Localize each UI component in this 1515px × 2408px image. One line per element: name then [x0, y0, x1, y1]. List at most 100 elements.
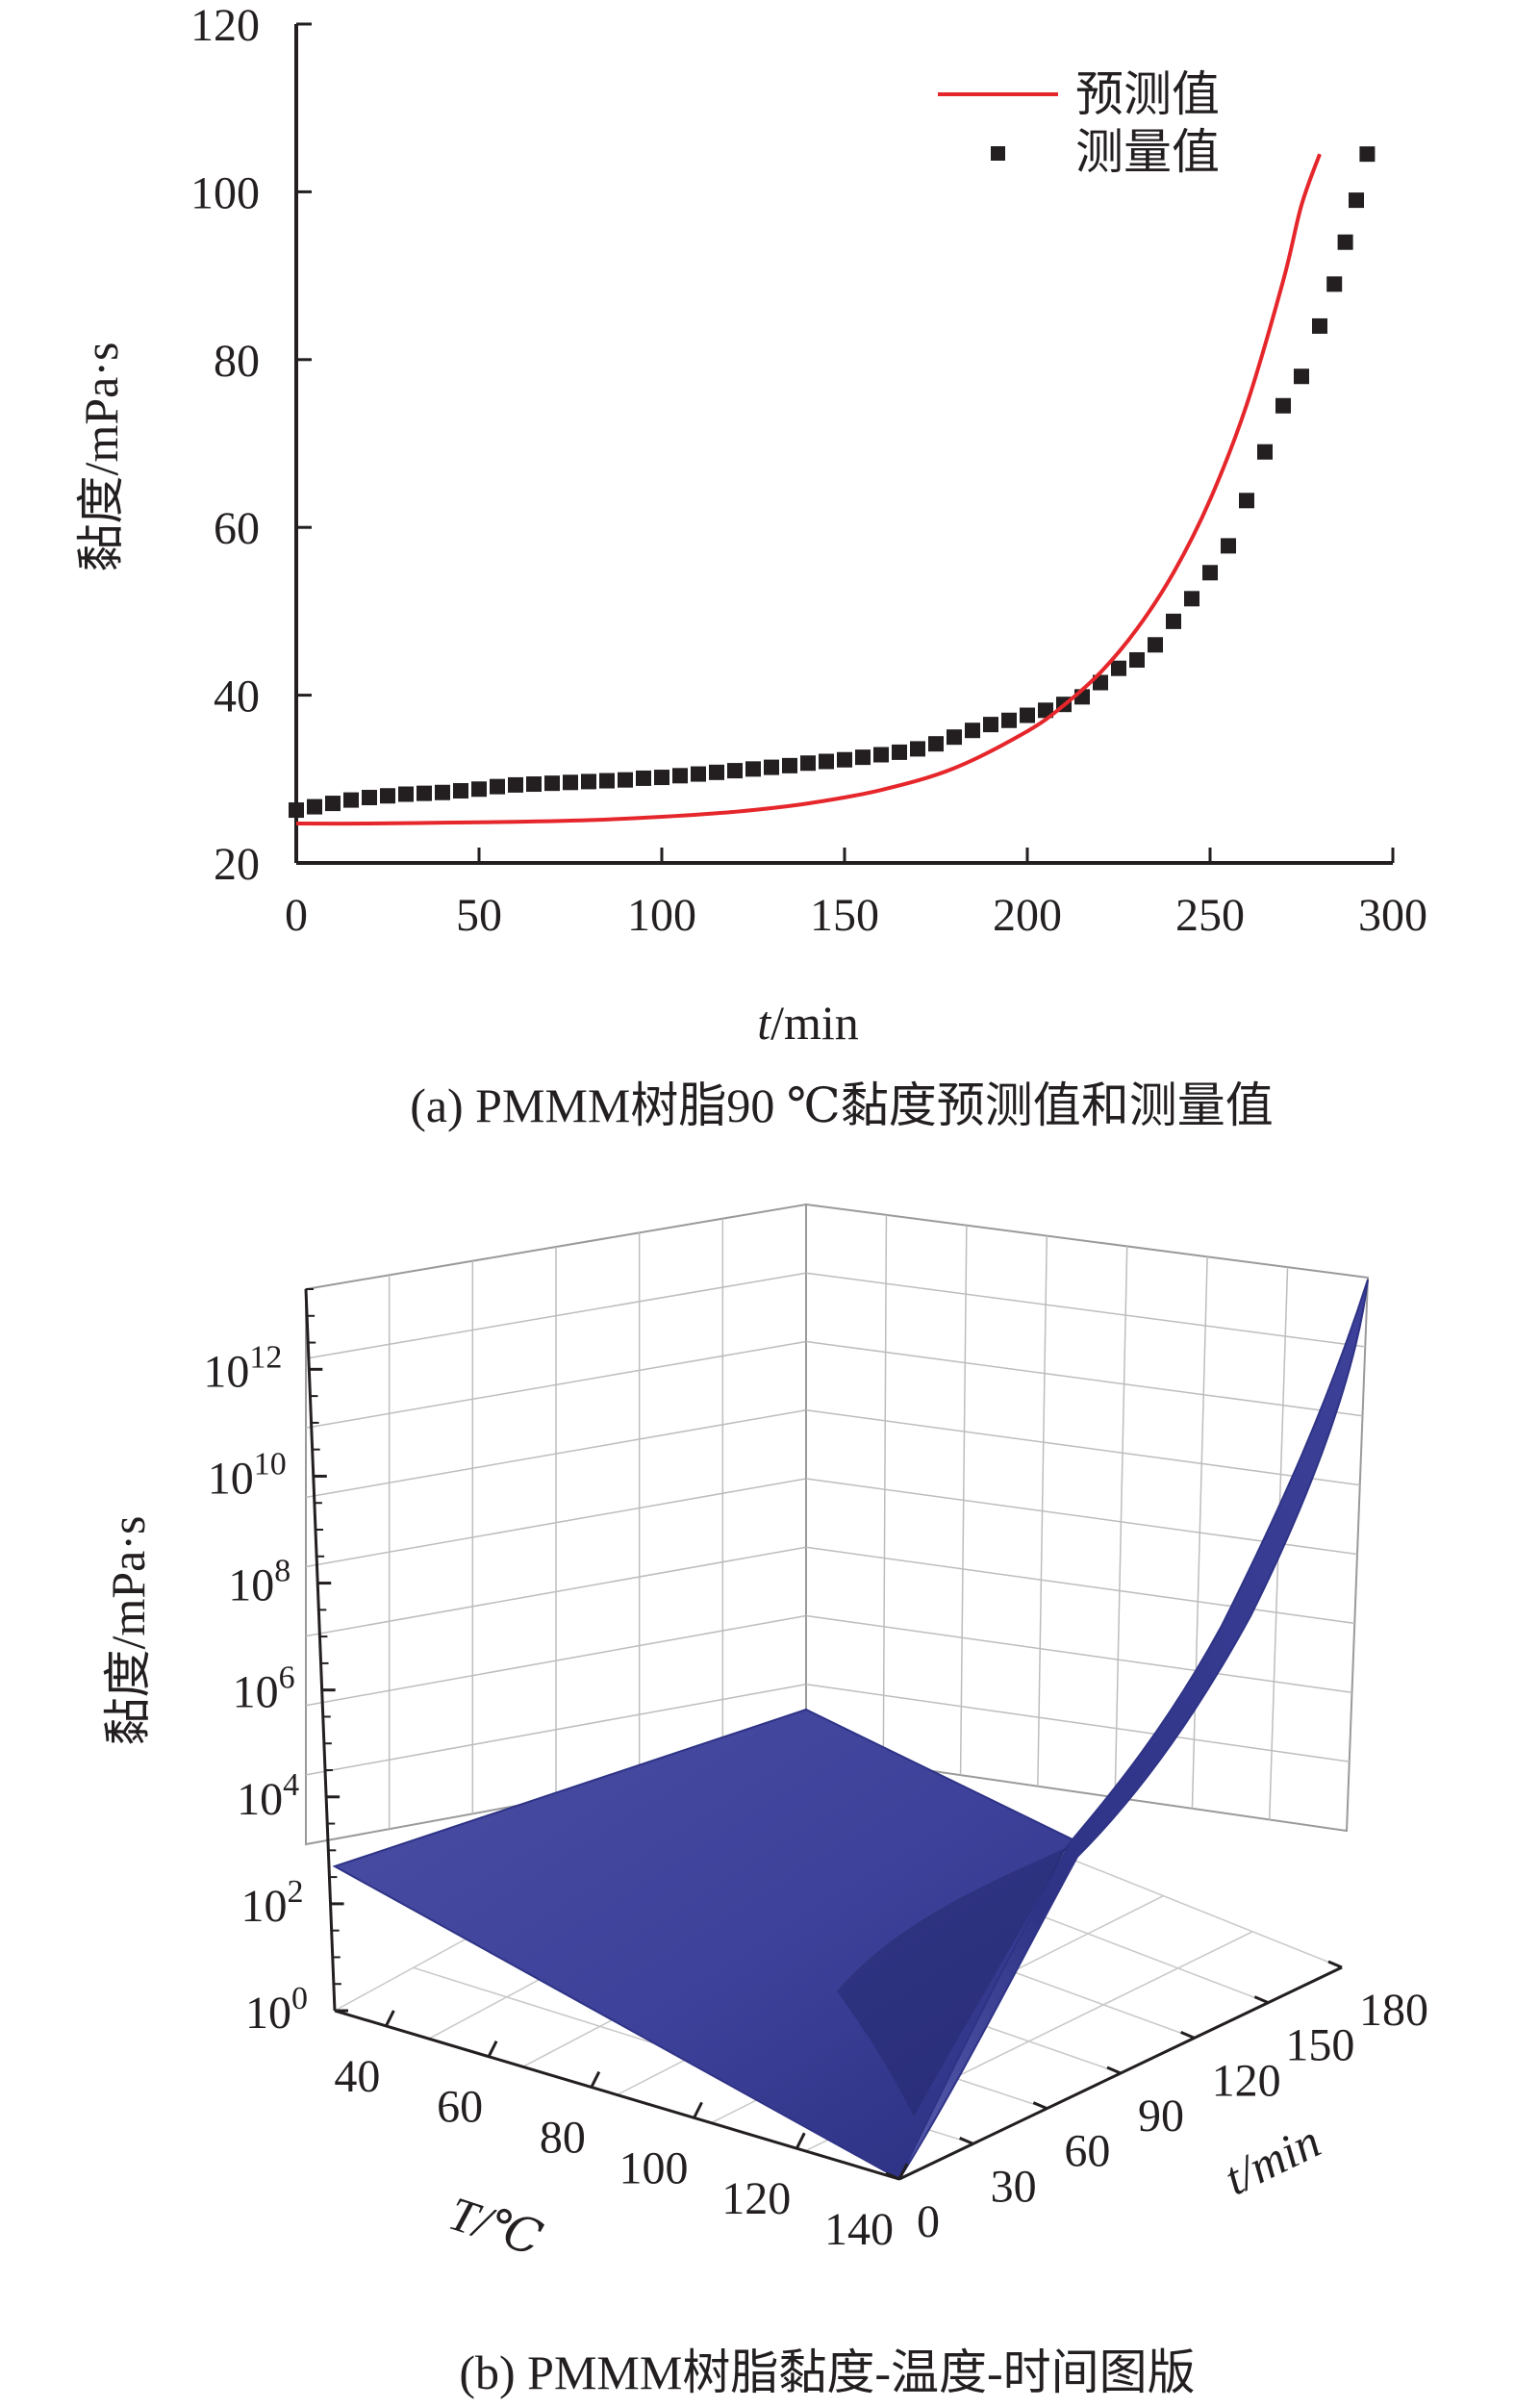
chart-a-legend: 预测值 测量值	[938, 67, 1220, 179]
x-tick-label: 300	[1358, 890, 1427, 941]
y-tick-label: 80	[214, 336, 260, 387]
chart-a-y-axis-label: 黏度/mPa·s	[74, 342, 128, 572]
T-tick-label: 40	[334, 2051, 380, 2102]
measured-point	[581, 773, 596, 790]
chart-b-surface	[332, 1279, 1369, 2181]
T-tick-label: 140	[824, 2204, 894, 2255]
T-tick-label: 80	[540, 2113, 586, 2164]
t-tick-label: 120	[1212, 2055, 1281, 2106]
measured-point	[873, 747, 889, 763]
x-tick-label: 50	[456, 890, 502, 941]
measured-point	[1312, 317, 1327, 334]
side-wall-gridline	[805, 1684, 1350, 1762]
measured-point	[800, 755, 816, 772]
measured-point	[1326, 276, 1343, 292]
chart-b-caption: (b) PMMM树脂黏度-温度-时间图版	[459, 2345, 1195, 2399]
chart-a-predicted-series	[295, 153, 1322, 826]
T-tick	[693, 2101, 703, 2119]
t-tick	[1327, 1960, 1343, 1969]
t-tick-label: 180	[1359, 1985, 1428, 2036]
measured-point	[544, 775, 560, 792]
chart-a-x-axis-label: t/min	[757, 996, 859, 1050]
t-tick	[959, 2136, 974, 2145]
T-tick-label: 100	[619, 2142, 689, 2193]
chart-b-z-axis-label: 黏度/mPa·s	[101, 1516, 155, 1746]
y-tick-label: 120	[190, 0, 260, 51]
t-tick	[1253, 1995, 1269, 2005]
measured-point	[928, 736, 944, 752]
chart-b-back-wall-grid	[305, 1218, 807, 1830]
t-tick-label: 30	[991, 2161, 1037, 2212]
z-axis-line	[304, 1288, 337, 2012]
chart-b-t-axis-label: t/min	[1216, 2114, 1328, 2205]
measured-point	[1239, 493, 1254, 509]
T-tick-label: 60	[437, 2082, 483, 2133]
z-tick-label: 1012	[203, 1339, 282, 1397]
measured-point	[307, 798, 322, 815]
x-tick-label: 200	[993, 890, 1062, 941]
measured-point	[453, 783, 468, 799]
measured-point	[654, 770, 669, 786]
measured-point	[1349, 192, 1364, 209]
measured-point	[526, 776, 542, 793]
t-tick	[885, 2171, 900, 2181]
measured-point	[362, 789, 377, 805]
measured-point	[745, 761, 761, 777]
z-tick-label: 100	[245, 1981, 308, 2039]
measured-point	[563, 774, 578, 791]
side-wall-gridline	[805, 1614, 1352, 1693]
measured-point	[1359, 146, 1376, 163]
T-tick	[487, 2040, 498, 2058]
measured-point	[709, 764, 724, 780]
z-tick-label: 102	[241, 1874, 304, 1932]
chart-a-measured-series	[289, 146, 1376, 819]
measured-point	[782, 757, 797, 773]
measured-point	[1184, 591, 1199, 607]
measured-point	[1166, 613, 1181, 629]
measured-point	[508, 776, 523, 793]
measured-point	[1337, 234, 1353, 250]
t-tick-label: 60	[1064, 2126, 1110, 2177]
measured-point	[855, 749, 871, 766]
chart-b-z-ticks: 100 102 104 106 108 1010 1012	[203, 1288, 348, 2039]
measured-point	[636, 770, 651, 786]
measured-point	[1294, 368, 1309, 385]
T-axis-line	[334, 2009, 900, 2181]
measured-point	[1111, 660, 1126, 676]
measured-point	[1275, 397, 1291, 414]
t-tick-label: 0	[917, 2196, 940, 2247]
y-tick-label: 40	[214, 672, 260, 722]
t-tick	[1032, 2101, 1048, 2111]
side-wall-gridline	[1191, 1256, 1208, 1809]
surface-rising-region	[898, 1279, 1369, 2180]
side-wall-gridline	[882, 1214, 888, 1764]
legend-measured-label: 测量值	[1075, 125, 1220, 179]
side-wall-gridline	[1114, 1246, 1128, 1798]
measured-point	[819, 753, 834, 770]
x-tick-label: 0	[285, 890, 308, 941]
measured-point	[1001, 712, 1017, 728]
chart-b-T-ticks: 40 60 80 100 120 140	[334, 2010, 909, 2255]
legend-measured-swatch	[991, 146, 1005, 161]
measured-point	[1221, 538, 1236, 554]
chart-a-caption: (a) PMMM树脂90 ℃黏度预测值和测量值	[410, 1078, 1274, 1132]
chart-b-side-wall	[805, 1203, 1370, 1833]
y-tick-label: 60	[214, 503, 260, 554]
measured-point	[435, 784, 450, 800]
measured-point	[343, 792, 359, 808]
z-tick-label: 104	[237, 1767, 299, 1825]
legend-predicted-label: 预测值	[1075, 67, 1220, 121]
measured-point	[910, 741, 925, 757]
predicted-line	[295, 153, 1322, 826]
x-tick-label: 250	[1175, 890, 1245, 941]
measured-point	[398, 786, 414, 802]
side-wall-gridline	[805, 1409, 1360, 1486]
measured-point	[1257, 444, 1273, 460]
measured-point	[618, 772, 633, 788]
side-wall-gridline	[1037, 1235, 1048, 1787]
measured-point	[380, 788, 395, 804]
measured-point	[983, 717, 998, 733]
